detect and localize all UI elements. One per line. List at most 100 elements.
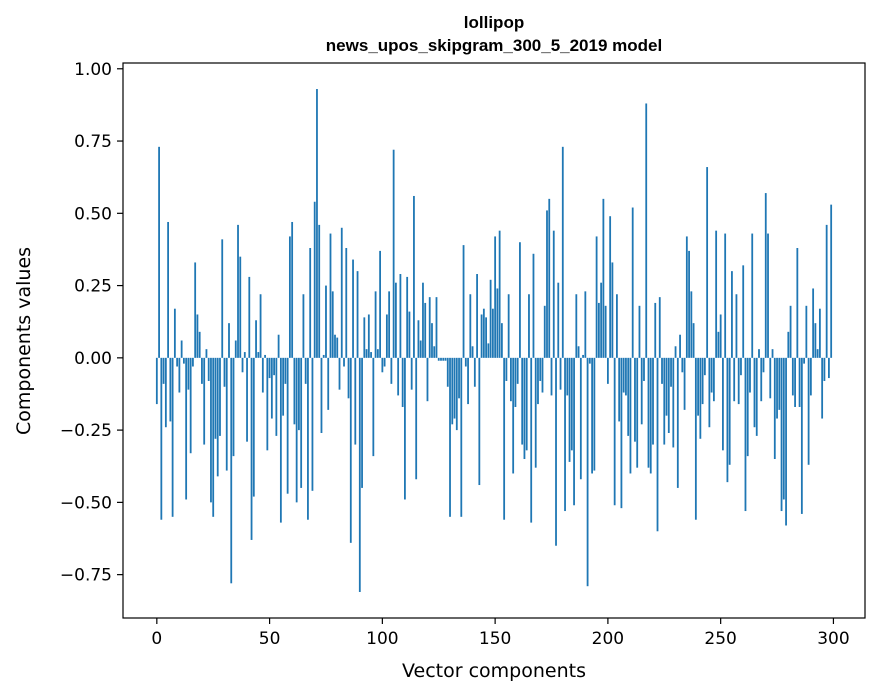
bar xyxy=(690,291,693,358)
bar xyxy=(828,357,830,379)
bar xyxy=(320,357,323,433)
bar xyxy=(665,357,668,416)
bar xyxy=(573,357,575,506)
bar xyxy=(205,349,208,358)
bar xyxy=(334,334,336,358)
bar xyxy=(794,357,796,407)
bar xyxy=(196,314,199,358)
bar xyxy=(692,323,695,358)
bar xyxy=(212,357,215,517)
bar xyxy=(221,239,224,358)
bar xyxy=(234,340,237,358)
bar xyxy=(676,357,679,488)
bar xyxy=(171,357,174,517)
bar xyxy=(532,253,535,358)
bar xyxy=(178,357,181,393)
bar xyxy=(652,357,654,445)
bar xyxy=(302,294,305,358)
bar xyxy=(266,357,269,451)
bar xyxy=(505,357,508,381)
bar xyxy=(566,357,569,396)
bar xyxy=(372,357,375,457)
bar xyxy=(325,285,327,358)
bar xyxy=(688,250,690,358)
bar xyxy=(381,357,384,373)
bar xyxy=(534,357,537,468)
bar xyxy=(455,357,458,431)
bar xyxy=(385,314,388,358)
bar xyxy=(478,357,481,486)
bar xyxy=(715,230,718,358)
bar xyxy=(440,357,442,361)
bar xyxy=(417,320,420,358)
bar xyxy=(406,276,409,358)
bar xyxy=(316,89,318,358)
bar xyxy=(751,233,754,358)
bar xyxy=(746,357,749,457)
bar xyxy=(410,357,413,390)
bar xyxy=(550,357,553,396)
bar xyxy=(685,236,688,358)
bar xyxy=(582,354,584,358)
bar xyxy=(394,282,397,358)
bar xyxy=(347,357,350,399)
bar xyxy=(259,294,262,358)
bar xyxy=(365,349,368,358)
bar xyxy=(701,357,704,405)
chart-title: lollipop xyxy=(464,13,524,32)
bar xyxy=(663,357,666,445)
bar xyxy=(356,271,359,358)
bar xyxy=(785,357,787,526)
bar xyxy=(717,331,720,358)
bar xyxy=(491,308,494,358)
bar xyxy=(570,357,573,451)
bar xyxy=(654,302,657,358)
bar xyxy=(611,262,614,358)
bar xyxy=(584,291,587,358)
bar xyxy=(413,195,415,358)
bar xyxy=(282,357,285,416)
bar xyxy=(250,357,253,540)
y-axis-label: Components values xyxy=(13,247,35,435)
bar xyxy=(552,230,555,358)
bar xyxy=(419,340,422,358)
bar xyxy=(503,357,506,520)
bar xyxy=(737,357,740,405)
bar xyxy=(764,193,767,358)
bar xyxy=(473,357,476,387)
bar xyxy=(588,357,591,364)
bar xyxy=(223,357,226,387)
x-axis: 0 50 100 150 200 250 300 xyxy=(151,618,850,649)
bar xyxy=(336,337,339,358)
bar xyxy=(559,357,562,390)
plot-frame xyxy=(122,62,866,619)
bar xyxy=(241,357,244,373)
bar xyxy=(176,357,179,367)
bar xyxy=(604,305,607,358)
bar xyxy=(636,357,639,468)
bar xyxy=(295,357,298,503)
bar xyxy=(415,357,418,480)
bar xyxy=(749,357,751,393)
bar xyxy=(557,282,560,358)
bar xyxy=(162,357,165,384)
x-tick-label: 300 xyxy=(817,629,849,649)
bar xyxy=(521,357,524,445)
bar xyxy=(261,357,264,393)
chart-subtitle: news_upos_skipgram_300_5_2019 model xyxy=(326,36,662,55)
bar xyxy=(482,308,485,358)
bar xyxy=(577,346,580,358)
bar xyxy=(354,357,357,445)
bar xyxy=(600,282,603,358)
bar xyxy=(286,357,289,494)
bar xyxy=(345,248,348,358)
bar xyxy=(708,357,711,428)
bar xyxy=(180,340,183,358)
bar xyxy=(201,357,203,384)
bar xyxy=(207,357,210,381)
bar xyxy=(293,357,296,425)
bar xyxy=(397,357,400,396)
bar xyxy=(812,288,815,358)
bar xyxy=(239,256,242,358)
bar xyxy=(606,357,609,384)
